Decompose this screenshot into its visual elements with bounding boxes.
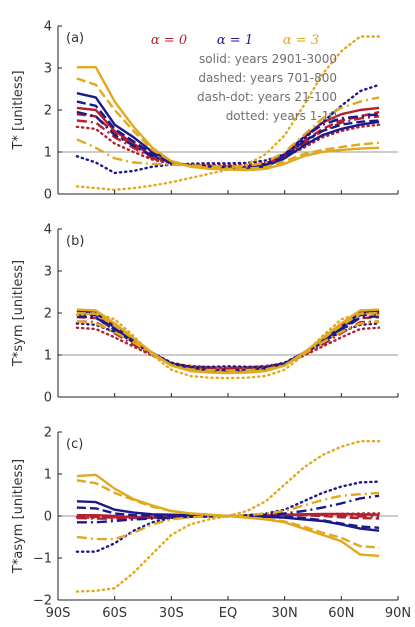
series-group <box>75 308 381 380</box>
y-axis-label: T*asym [unitless] <box>11 459 26 574</box>
series-line-a1-dashed <box>76 312 380 373</box>
series-line-a3-dotted <box>75 440 381 593</box>
series-line-a1-dotted <box>75 480 381 553</box>
y-tick-label: 0 <box>44 391 52 406</box>
y-tick-label: 4 <box>44 223 52 238</box>
x-tick-label: 90N <box>385 606 411 621</box>
y-tick-label: 3 <box>44 265 52 280</box>
legend-line-0: solid: years 2901-3000 <box>199 52 337 66</box>
panel-1: 0 1 2 3 4 (b) T*sym [unitless] <box>11 223 399 406</box>
series-line-a1-dotted <box>75 83 381 175</box>
y-tick-label: 0 <box>44 510 52 525</box>
series-line-a1-solid <box>76 92 380 171</box>
panel-label: (c) <box>66 437 83 452</box>
series-group <box>75 440 381 593</box>
x-tick-label: 30N <box>272 606 298 621</box>
panel-label: (a) <box>66 31 84 46</box>
legend-line-2: dash-dot: years 21-100 <box>197 90 337 104</box>
series-line-a3-dashdot <box>76 96 380 168</box>
legend-alpha-0: α = 0 <box>151 33 187 48</box>
panel-2: −2 −1 0 1 2 90S 60S 30S EQ 30N 60N 90N (c) T*asym [un… <box>11 426 411 622</box>
y-axis-label: T* [unitless] <box>11 70 26 150</box>
y-tick-label: 1 <box>44 146 52 161</box>
x-tick-label: 30S <box>159 606 184 621</box>
panel-0: 0 1 2 3 4 (a) T* [unitless] <box>11 20 399 203</box>
series-line-a1-solid <box>76 309 380 373</box>
y-tick-label: −1 <box>33 552 52 567</box>
legend-line-1: dashed: years 701-800 <box>198 71 337 85</box>
y-tick-label: 1 <box>44 468 52 483</box>
series-line-a3-dashdot <box>76 320 380 372</box>
legend-line-3: dotted: years 1-10 <box>226 109 337 123</box>
x-tick-label: 60S <box>102 606 127 621</box>
y-tick-label: 2 <box>44 307 52 322</box>
y-tick-label: 4 <box>44 20 52 35</box>
x-tick-label: 60N <box>328 606 354 621</box>
y-tick-label: 0 <box>44 188 52 203</box>
legend-alpha-1: α = 1 <box>217 33 253 48</box>
legend: α = 0 α = 1 α = 3 solid: years 2901-3000 das… <box>151 33 337 123</box>
series-line-a3-dashed <box>76 77 380 171</box>
y-tick-label: −2 <box>33 594 52 609</box>
x-tick-label: EQ <box>219 606 237 621</box>
legend-alpha-2: α = 3 <box>283 33 319 48</box>
y-axis-label: T*sym [unitless] <box>11 260 26 367</box>
y-tick-label: 2 <box>44 104 52 119</box>
x-tick-label: 90S <box>46 606 71 621</box>
y-tick-label: 2 <box>44 426 52 441</box>
y-tick-label: 1 <box>44 349 52 364</box>
series-line-a0-dotted <box>75 123 381 167</box>
series-group <box>75 35 381 192</box>
series-line-a3-dotted <box>75 311 381 380</box>
series-line-a3-dotted <box>75 35 381 192</box>
series-line-a0-dotted <box>75 326 381 369</box>
panel-label: (b) <box>66 234 84 249</box>
series-line-a3-dashed <box>76 311 380 374</box>
series-line-a1-dotted <box>75 322 381 368</box>
series-line-a1-dashdot <box>76 110 380 169</box>
y-tick-label: 3 <box>44 62 52 77</box>
